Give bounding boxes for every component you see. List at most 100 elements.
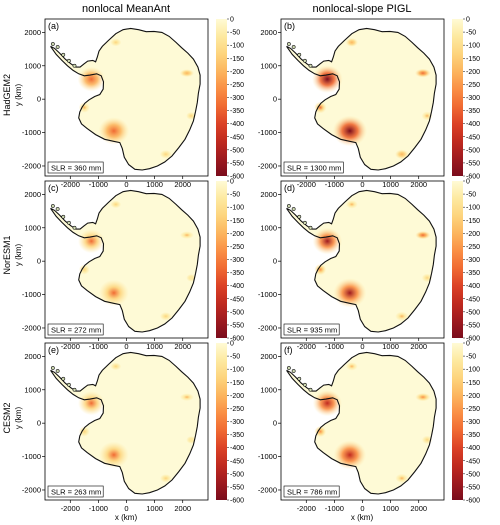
colorbar-tick-label: -350 xyxy=(466,108,480,115)
x-tick-label: -2000 xyxy=(61,504,80,513)
y-tick-label: 0 xyxy=(273,95,277,104)
y-tick-label: -2000 xyxy=(22,161,41,170)
x-tick-label: 0 xyxy=(124,504,128,513)
colorbar-tick-label: -200 xyxy=(466,69,480,76)
y-tick-label: -2000 xyxy=(258,323,277,332)
ice-sheet xyxy=(286,352,437,494)
colorbar-tick-label: -150 xyxy=(230,380,244,387)
colorbar-tick-label: -450 xyxy=(230,458,244,465)
melt-patch xyxy=(110,200,122,209)
colorbar-tick-label: -600 xyxy=(230,498,244,505)
island xyxy=(291,369,296,373)
island xyxy=(50,366,55,370)
y-tick-label: -1000 xyxy=(258,452,277,461)
island xyxy=(66,58,71,63)
y-axis-label-2: y (km) xyxy=(14,244,23,267)
colorbar-tick-label: -550 xyxy=(230,322,244,329)
colorbar xyxy=(216,19,227,176)
island xyxy=(297,214,302,219)
x-tick-label: -1000 xyxy=(89,504,108,513)
colorbar-tick-label: -450 xyxy=(466,134,480,141)
melt-patch xyxy=(345,37,359,47)
island xyxy=(302,220,307,225)
y-tick-label: 1000 xyxy=(24,61,41,70)
island xyxy=(50,42,55,46)
x-tick-label: 1000 xyxy=(382,180,399,189)
colorbar-tick-label: -300 xyxy=(230,95,244,102)
island xyxy=(291,207,296,211)
colorbar-tick-label: -550 xyxy=(230,484,244,491)
melt-patch xyxy=(110,38,122,47)
x-tick-label: 0 xyxy=(360,180,364,189)
island xyxy=(61,52,66,57)
slr-box xyxy=(47,485,104,498)
island xyxy=(308,63,313,68)
colorbar-tick-label: -200 xyxy=(230,69,244,76)
slr-box xyxy=(283,161,344,174)
x-tick-label: 1000 xyxy=(382,342,399,351)
colorbar-tick-label: -150 xyxy=(466,56,480,63)
colorbar xyxy=(452,343,463,500)
colorbar-tick-label: -200 xyxy=(466,231,480,238)
coastline xyxy=(286,27,437,171)
colorbar-tick-label: -300 xyxy=(230,419,244,426)
colorbar-tick-label: -100 xyxy=(466,367,480,374)
colorbar-tick-label: -200 xyxy=(466,393,480,400)
slr-box xyxy=(47,323,104,336)
panel-label: (e) xyxy=(48,345,59,355)
colorbar-tick-label: 0 xyxy=(466,341,470,348)
colorbar-tick-label: -550 xyxy=(466,160,480,167)
panel-label: (c) xyxy=(48,183,59,193)
y-axis-label-3: y (km) xyxy=(14,407,23,430)
melt-patch xyxy=(314,101,327,114)
column-title-2: nonlocal-slope PIGL xyxy=(312,3,411,15)
y-tick-label: 2000 xyxy=(260,352,277,361)
panel-label: (b) xyxy=(284,21,295,31)
x-tick-label: 2000 xyxy=(174,342,191,351)
island xyxy=(308,387,313,392)
colorbar-tick-label: -600 xyxy=(230,336,244,343)
melt-patch xyxy=(98,441,129,469)
x-tick-label: 0 xyxy=(124,342,128,351)
melt-patch xyxy=(395,473,409,483)
x-tick-label: -1000 xyxy=(325,180,344,189)
colorbar-tick-label: -100 xyxy=(230,205,244,212)
melt-patch xyxy=(78,229,105,254)
island xyxy=(55,369,60,373)
colorbar-tick-label: -400 xyxy=(466,121,480,128)
colorbar-tick-label: -500 xyxy=(230,309,244,316)
y-tick-label: -1000 xyxy=(22,128,41,137)
melt-patch xyxy=(77,66,106,92)
melt-patch xyxy=(314,263,327,276)
map-5 xyxy=(50,351,201,495)
slr-box xyxy=(283,323,340,336)
melt-patch xyxy=(395,311,409,321)
colorbar-tick-label: -550 xyxy=(466,484,480,491)
colorbar-tick-label: -50 xyxy=(466,354,476,361)
colorbar-tick-label: -450 xyxy=(466,458,480,465)
map-2 xyxy=(286,27,437,171)
colorbar-tick-label: -300 xyxy=(466,257,480,264)
island xyxy=(302,382,307,387)
x-tick-label: 2000 xyxy=(174,180,191,189)
melt-patch xyxy=(159,474,172,483)
y-tick-label: -2000 xyxy=(22,323,41,332)
y-tick-label: 1000 xyxy=(260,61,277,70)
y-tick-label: -1000 xyxy=(258,290,277,299)
colorbar-tick-label: -500 xyxy=(466,471,480,478)
colorbar-tick-label: -500 xyxy=(230,471,244,478)
colorbar-tick-label: -250 xyxy=(230,244,244,251)
colorbar-tick-label: -500 xyxy=(466,147,480,154)
island xyxy=(50,204,55,208)
colorbar-tick-label: -150 xyxy=(466,218,480,225)
colorbar-tick-label: -400 xyxy=(466,283,480,290)
slr-value: SLR = 935 mm xyxy=(287,326,337,335)
row-model-1: HadGEM2 xyxy=(2,74,12,116)
colorbar-tick-label: -100 xyxy=(466,43,480,50)
colorbar-tick-label: -350 xyxy=(466,432,480,439)
colorbar-tick-label: -50 xyxy=(230,192,240,199)
y-tick-label: 1000 xyxy=(260,223,277,232)
melt-patch xyxy=(414,68,431,78)
panel-label: (d) xyxy=(284,183,295,193)
melt-patch xyxy=(78,102,90,113)
